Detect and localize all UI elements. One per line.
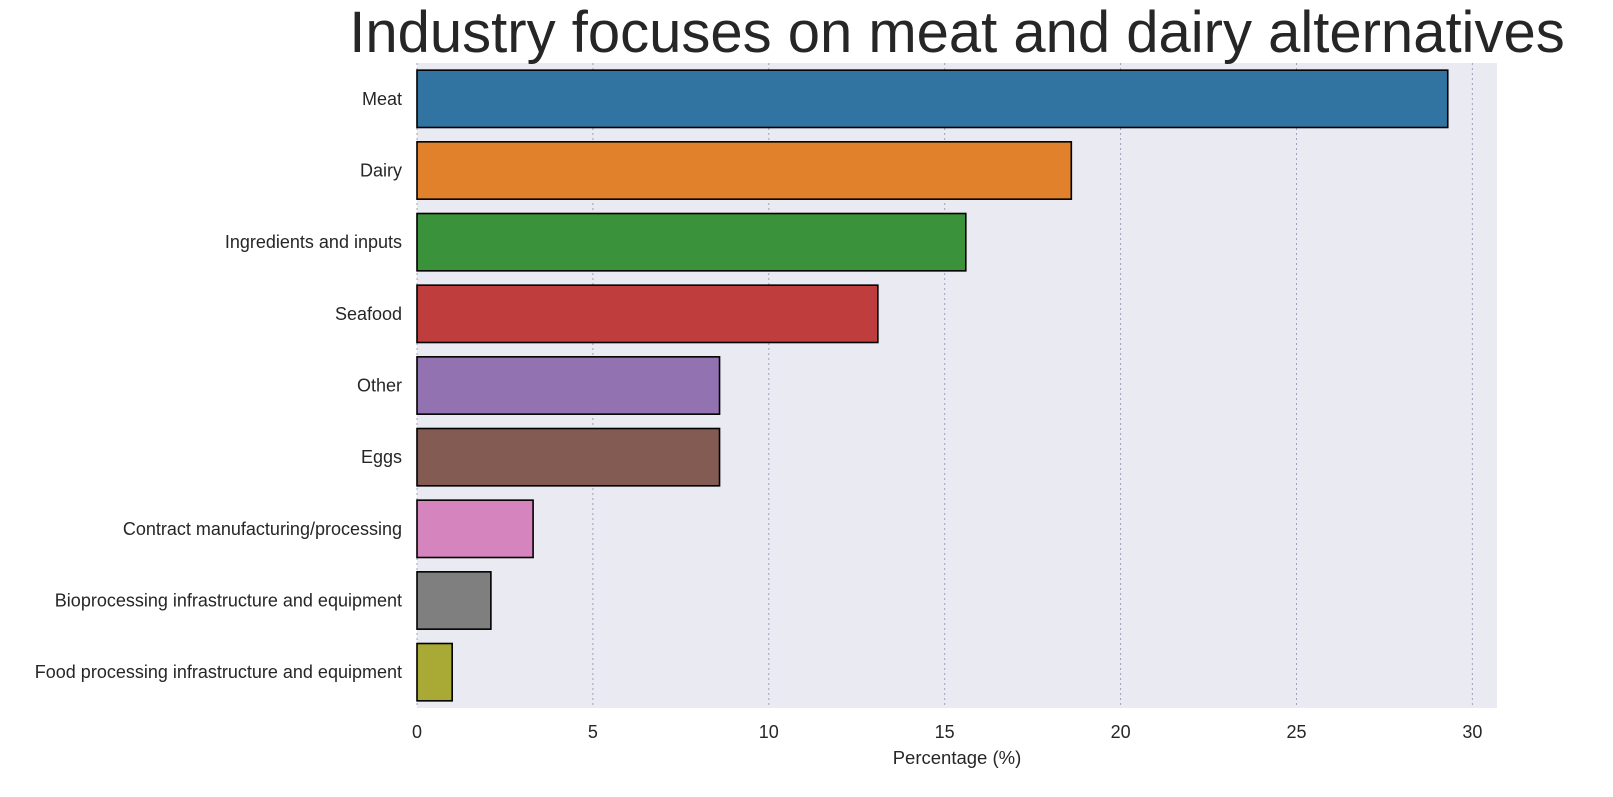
x-tick-label: 10 (759, 722, 779, 742)
bar (416, 499, 534, 559)
x-tick-label: 30 (1462, 722, 1482, 742)
bar (416, 284, 879, 344)
bar (416, 571, 492, 630)
x-tick-label: 15 (935, 722, 955, 742)
chart-title: Industry focuses on meat and dairy alter… (349, 0, 1564, 65)
category-label: Contract manufacturing/processing (123, 519, 402, 539)
x-tick-label: 5 (588, 722, 598, 742)
category-label: Food processing infrastructure and equip… (35, 662, 402, 682)
x-tick-label: 25 (1286, 722, 1306, 742)
category-label: Dairy (360, 161, 402, 181)
bar (416, 642, 453, 702)
x-axis-label: Percentage (%) (893, 747, 1022, 768)
category-label: Other (357, 376, 402, 396)
bar (416, 69, 1449, 129)
category-label: Eggs (361, 447, 402, 467)
category-labels: Meat Dairy Ingredients and inputs Seafood Ot… (35, 89, 402, 682)
category-label: Ingredients and inputs (225, 232, 402, 252)
bar (416, 141, 1073, 200)
category-label: Bioprocessing infrastructure and equipme… (55, 591, 402, 611)
bar (416, 212, 967, 272)
category-label: Meat (362, 89, 402, 109)
bars (416, 69, 1449, 702)
x-tick-label: 0 (412, 722, 422, 742)
category-label: Seafood (335, 304, 402, 324)
bar (416, 427, 721, 487)
x-tick-labels: 0 5 10 15 20 25 30 (412, 722, 1482, 742)
bar (416, 356, 721, 415)
x-tick-label: 20 (1111, 722, 1131, 742)
